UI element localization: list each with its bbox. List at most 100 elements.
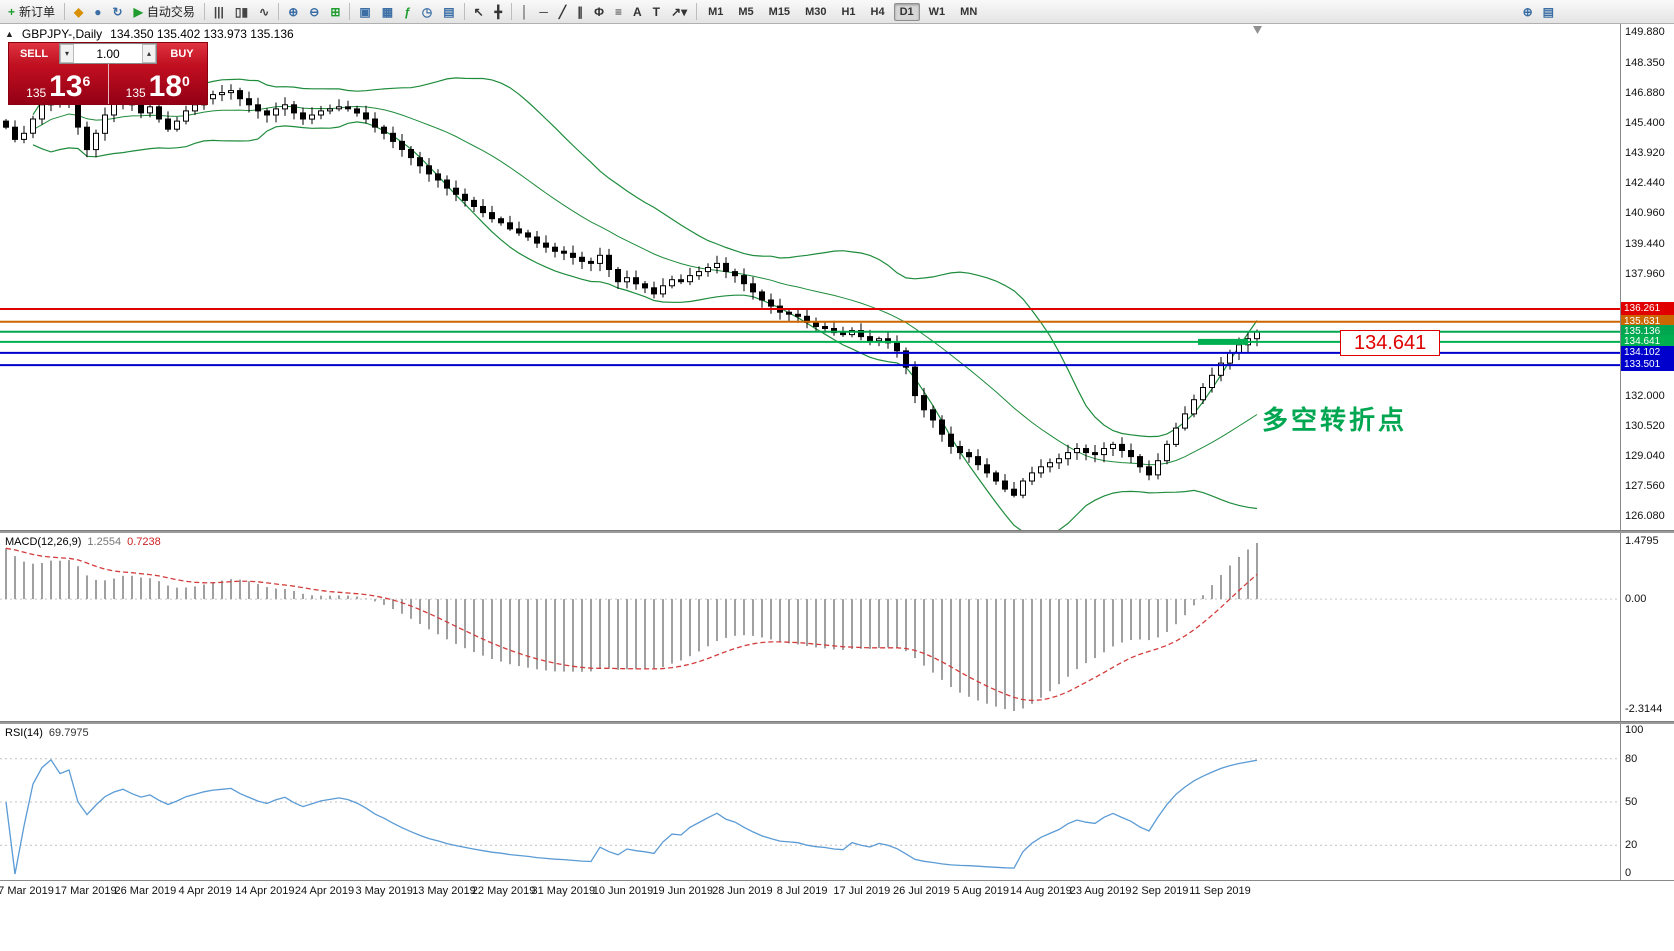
candlestick-chart[interactable] bbox=[0, 24, 1620, 530]
price-tick: 142.440 bbox=[1625, 177, 1665, 190]
quotes-popup-button[interactable]: ▤ bbox=[1538, 2, 1559, 22]
vertical-line-button[interactable]: │ bbox=[516, 2, 534, 22]
symbol-search-button[interactable]: ⊕ bbox=[1518, 2, 1538, 22]
level-price-label: 135.136 bbox=[1621, 324, 1674, 338]
toolbar-separator bbox=[349, 3, 351, 20]
new-chart-button[interactable]: ▣ bbox=[354, 2, 375, 22]
volume-input[interactable]: 1.00 bbox=[96, 46, 120, 61]
timeframe-m15[interactable]: M15 bbox=[768, 5, 791, 18]
price-tick: 137.960 bbox=[1625, 268, 1665, 281]
time-label: 5 Aug 2019 bbox=[953, 885, 1010, 897]
collapse-trade-panel-icon[interactable]: ▲ bbox=[5, 29, 14, 39]
price-tick: 130.520 bbox=[1625, 419, 1665, 432]
toolbar-separator bbox=[696, 3, 698, 20]
volume-decrease-button[interactable]: ▾ bbox=[60, 44, 74, 63]
market-watch-icon: ● bbox=[94, 4, 102, 19]
channel-button[interactable]: ∥ bbox=[572, 2, 588, 22]
crosshair-button[interactable]: ╋ bbox=[490, 2, 507, 22]
level-price-label: 136.261 bbox=[1621, 301, 1674, 315]
templates-icon: ▤ bbox=[443, 4, 455, 19]
volume-increase-button[interactable]: ▴ bbox=[142, 44, 156, 63]
bollinger-upper-band bbox=[32, 77, 1258, 438]
timeframe-w1[interactable]: W1 bbox=[928, 5, 946, 18]
time-label: 11 Sep 2019 bbox=[1189, 885, 1251, 897]
buy-price[interactable]: 135 18 0 bbox=[125, 70, 190, 103]
macd-panel[interactable]: 1.4795 0.00 -2.3144 MACD(12,26,9) 1.2554 0… bbox=[0, 533, 1674, 721]
toolbar-separator bbox=[463, 3, 465, 20]
macd-histogram bbox=[5, 543, 1258, 711]
indicators-icon: ƒ bbox=[404, 4, 411, 19]
price-divider bbox=[107, 64, 109, 104]
macd-axis[interactable]: 1.4795 0.00 -2.3144 bbox=[1620, 533, 1674, 721]
candlestick-chart-button[interactable]: ▯▮ bbox=[230, 2, 253, 22]
price-tick: 146.880 bbox=[1625, 87, 1665, 99]
toolbar-separator bbox=[203, 3, 205, 20]
new-order-icon: + bbox=[8, 4, 16, 19]
buy-button[interactable]: BUY bbox=[157, 43, 207, 64]
price-tick: 149.880 bbox=[1625, 26, 1665, 38]
rsi-label: RSI(14) bbox=[5, 727, 43, 739]
indicators-button[interactable]: ƒ bbox=[399, 2, 416, 22]
profiles-button[interactable]: ◆ bbox=[69, 2, 88, 22]
bar-chart-button[interactable]: ||| bbox=[209, 2, 229, 22]
label-icon: T bbox=[652, 4, 661, 19]
time-label: 22 May 2019 bbox=[471, 885, 536, 897]
rsi-axis[interactable]: 100 80 50 20 0 bbox=[1620, 724, 1674, 880]
zoom-out-button[interactable]: ⊖ bbox=[304, 2, 324, 22]
macd-label: MACD(12,26,9) bbox=[5, 536, 82, 548]
timeframe-m5[interactable]: M5 bbox=[738, 5, 754, 18]
chart-annotation[interactable]: 多空转折点 bbox=[1262, 405, 1408, 435]
timeframe-h4[interactable]: H4 bbox=[870, 5, 885, 18]
price-flag-label[interactable]: 134.641 bbox=[1340, 329, 1441, 356]
trendline-button[interactable]: ╱ bbox=[554, 2, 571, 22]
label-button[interactable]: T bbox=[648, 2, 665, 22]
cursor-button[interactable]: ↖ bbox=[469, 2, 489, 22]
time-label: 26 Mar 2019 bbox=[114, 885, 177, 897]
line-chart-button[interactable]: ∿ bbox=[254, 2, 274, 22]
time-label: 4 Apr 2019 bbox=[178, 885, 232, 897]
arrange-windows-button[interactable]: ▦ bbox=[377, 2, 398, 22]
panel-divider[interactable] bbox=[0, 530, 1674, 533]
auto-trading-button[interactable]: ▶ 自动交易 bbox=[129, 2, 200, 22]
arrows-button[interactable]: ↗▾ bbox=[666, 2, 692, 22]
horizontal-line-button[interactable]: ─ bbox=[534, 2, 553, 22]
one-click-trading-panel: SELL ▾ 1.00 ▴ BUY 135 13 6 135 18 0 bbox=[8, 42, 208, 105]
price-tick: 148.350 bbox=[1625, 57, 1665, 70]
macd-chart[interactable] bbox=[0, 533, 1620, 721]
periods-button[interactable]: ◷ bbox=[417, 2, 437, 22]
timeframe-m1[interactable]: M1 bbox=[708, 5, 724, 18]
tile-windows-button[interactable]: ⊞ bbox=[325, 2, 345, 22]
price-axis[interactable]: 149.880 148.350 146.880 145.400 143.920 142.4… bbox=[1620, 24, 1674, 530]
timeframe-m30[interactable]: M30 bbox=[805, 5, 827, 18]
rsi-panel[interactable]: 100 80 50 20 0 RSI(14) 69.7975 bbox=[0, 724, 1674, 880]
tile-windows-icon: ⊞ bbox=[330, 4, 341, 19]
new-order-button[interactable]: + 新订单 bbox=[3, 2, 60, 22]
rsi-chart[interactable] bbox=[0, 724, 1620, 880]
time-label: 13 May 2019 bbox=[412, 885, 476, 897]
macd-tick: -2.3144 bbox=[1625, 703, 1663, 716]
main-toolbar: + 新订单 ◆ ● ↻ ▶ 自动交易 ||| ▯▮ ∿ ⊕ ⊖ ⊞ ▣ ▦ ƒ ◷ ▤ ↖ ╋ │ ─ ╱ ∥ Φ ≡ A T ↗▾ M1… bbox=[0, 0, 1674, 24]
zoom-in-button[interactable]: ⊕ bbox=[283, 2, 303, 22]
timeframe-mn[interactable]: MN bbox=[960, 5, 978, 18]
sell-price[interactable]: 135 13 6 bbox=[26, 70, 91, 103]
text-button[interactable]: A bbox=[628, 2, 647, 22]
fibonacci-button[interactable]: Φ bbox=[589, 2, 609, 22]
macd-main-value: 1.2554 bbox=[87, 536, 122, 548]
price-tick: 126.080 bbox=[1625, 510, 1665, 522]
sell-button[interactable]: SELL bbox=[9, 43, 59, 64]
refresh-button[interactable]: ↻ bbox=[108, 2, 128, 22]
refresh-icon: ↻ bbox=[112, 4, 123, 19]
chart-shift-marker[interactable] bbox=[1253, 26, 1262, 34]
templates-button[interactable]: ▤ bbox=[438, 2, 459, 22]
timeframe-h1[interactable]: H1 bbox=[841, 5, 856, 18]
main-chart-panel[interactable]: 149.880 148.350 146.880 145.400 143.920 142.4… bbox=[0, 24, 1674, 530]
shapes-button[interactable]: ≡ bbox=[610, 2, 627, 22]
level-highlight-segment bbox=[1198, 338, 1248, 345]
time-axis[interactable]: 7 Mar 2019 17 Mar 2019 26 Mar 2019 4 Apr 20… bbox=[0, 880, 1674, 902]
market-watch-button[interactable]: ● bbox=[89, 2, 106, 22]
panel-divider[interactable] bbox=[0, 721, 1674, 724]
line-chart-icon: ∿ bbox=[259, 4, 270, 19]
timeframe-d1[interactable]: D1 bbox=[893, 2, 920, 21]
bollinger-middle-band bbox=[32, 105, 1258, 466]
